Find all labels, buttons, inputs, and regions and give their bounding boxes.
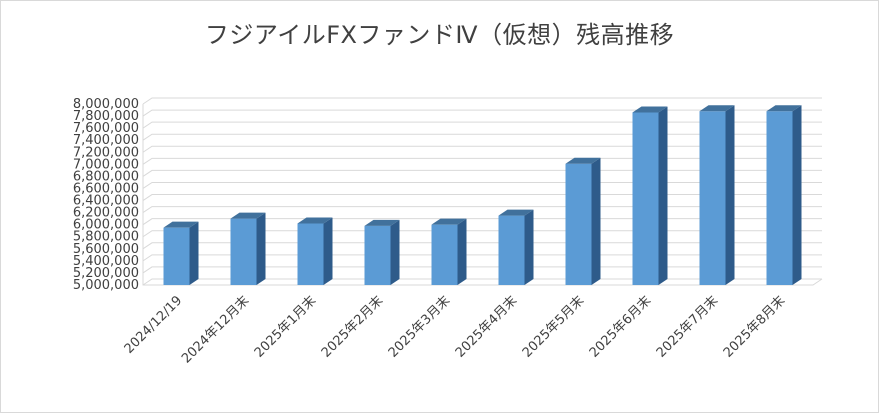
y-tick-label: 7,000,000: [73, 157, 139, 172]
bar-top: [297, 217, 333, 224]
x-tick-label: 2025年1月末: [252, 293, 319, 360]
bar-side: [524, 209, 534, 285]
y-tick-label: 7,200,000: [73, 145, 139, 160]
bar-side: [792, 105, 802, 286]
bar: [766, 105, 802, 286]
bars: [163, 105, 802, 286]
y-tick-label: 7,800,000: [73, 109, 139, 124]
bar-front: [565, 163, 592, 285]
bar: [498, 209, 534, 285]
y-tick-label: 5,400,000: [73, 254, 139, 269]
bar-side: [457, 218, 467, 285]
bar-side: [658, 106, 668, 286]
x-tick-label: 2025年3月末: [386, 293, 453, 360]
y-tick-label: 6,800,000: [73, 169, 139, 184]
x-tick-label: 2025年4月末: [453, 293, 520, 360]
chart-title: フジアイルFXファンドⅣ（仮想）残高推移: [204, 21, 675, 49]
x-tick-label: 2024/12/19: [122, 293, 186, 357]
bar-top: [632, 106, 668, 113]
y-tick-label: 6,200,000: [73, 206, 139, 221]
gridline: [142, 109, 822, 117]
bar: [431, 218, 467, 285]
y-tick-label: 5,200,000: [73, 266, 139, 281]
y-tick-label: 5,000,000: [73, 278, 139, 293]
bar-top: [498, 209, 534, 216]
bar-top: [230, 212, 266, 219]
bar-side: [323, 217, 333, 285]
x-tick-label: 2025年8月末: [721, 293, 788, 360]
bar-front: [766, 111, 793, 286]
bar: [632, 106, 668, 286]
bar-front: [498, 215, 525, 285]
bar-side: [189, 221, 199, 285]
bar-front: [297, 223, 324, 285]
bar: [297, 217, 333, 285]
y-tick-label: 5,600,000: [73, 242, 139, 257]
bar-front: [163, 227, 190, 285]
y-tick-label: 5,800,000: [73, 230, 139, 245]
bar-side: [256, 212, 266, 285]
bar-top: [364, 219, 400, 226]
x-tick-label: 2025年5月末: [520, 293, 587, 360]
bar-top: [766, 105, 802, 112]
bar-front: [632, 112, 659, 286]
y-tick-label: 6,600,000: [73, 181, 139, 196]
bar-side: [591, 157, 601, 285]
bar-front: [699, 111, 726, 286]
x-tick-label: 2025年7月末: [654, 293, 721, 360]
bar-top: [699, 105, 735, 112]
bar-front: [230, 218, 257, 285]
bar: [364, 219, 400, 285]
bar-front: [364, 225, 391, 285]
x-tick-label: 2025年2月末: [319, 293, 386, 360]
bar: [699, 105, 735, 286]
y-tick-label: 6,400,000: [73, 194, 139, 209]
bar: [163, 221, 199, 285]
gridline: [142, 133, 822, 141]
bar-top: [431, 218, 467, 225]
gridline: [142, 121, 822, 129]
y-tick-label: 8,000,000: [73, 97, 139, 112]
bar-side: [390, 219, 400, 285]
axis-floor: [142, 104, 823, 286]
bar-front: [431, 224, 458, 285]
y-tick-label: 7,600,000: [73, 121, 139, 136]
bar-top: [565, 157, 601, 164]
y-tick-label: 7,400,000: [73, 133, 139, 148]
bar: [230, 212, 266, 285]
x-tick-label: 2024年12月末: [179, 293, 252, 366]
y-tick-label: 6,000,000: [73, 218, 139, 233]
bar: [565, 157, 601, 285]
x-tick-label: 2025年6月末: [587, 293, 654, 360]
gridline: [142, 145, 822, 153]
bar-side: [725, 105, 735, 286]
gridline: [142, 97, 822, 105]
y-axis-ticks: 5,000,0005,200,0005,400,0005,600,0005,80…: [73, 97, 139, 293]
bar-top: [163, 221, 199, 228]
